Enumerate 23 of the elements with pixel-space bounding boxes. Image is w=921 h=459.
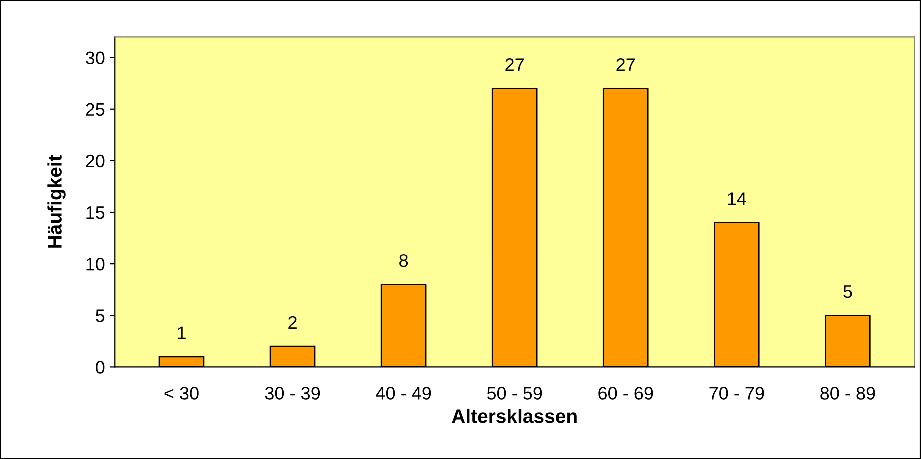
x-tick-label: 60 - 69 [598,387,654,400]
y-tick-label: 0 [96,361,105,374]
y-tick-label: 30 [86,52,105,65]
y-tick-label: 20 [86,154,105,168]
x-tick-label: 80 - 89 [820,387,876,400]
y-tick-label: 5 [96,310,105,322]
data-label: 5 [844,286,852,298]
y-tick-label: 25 [86,103,105,116]
x-axis-title: Altersklassen [452,409,577,424]
data-label: 8 [400,254,408,268]
data-label: 2 [288,316,297,329]
x-tick-label: < 30 [164,387,199,400]
data-label: 27 [506,58,524,72]
x-tick-label: 50 - 59 [487,387,542,400]
x-tick-label: 70 - 79 [710,387,764,400]
y-tick-label: 10 [86,258,105,271]
x-tick-label: 30 - 39 [265,387,320,400]
y-axis-title: Häufigkeit [48,155,66,248]
data-label: 14 [728,192,746,206]
x-tick-label: 40 - 49 [376,387,432,400]
data-label: 27 [616,58,636,72]
data-label: 1 [178,326,186,340]
y-tick-label: 15 [86,206,105,220]
